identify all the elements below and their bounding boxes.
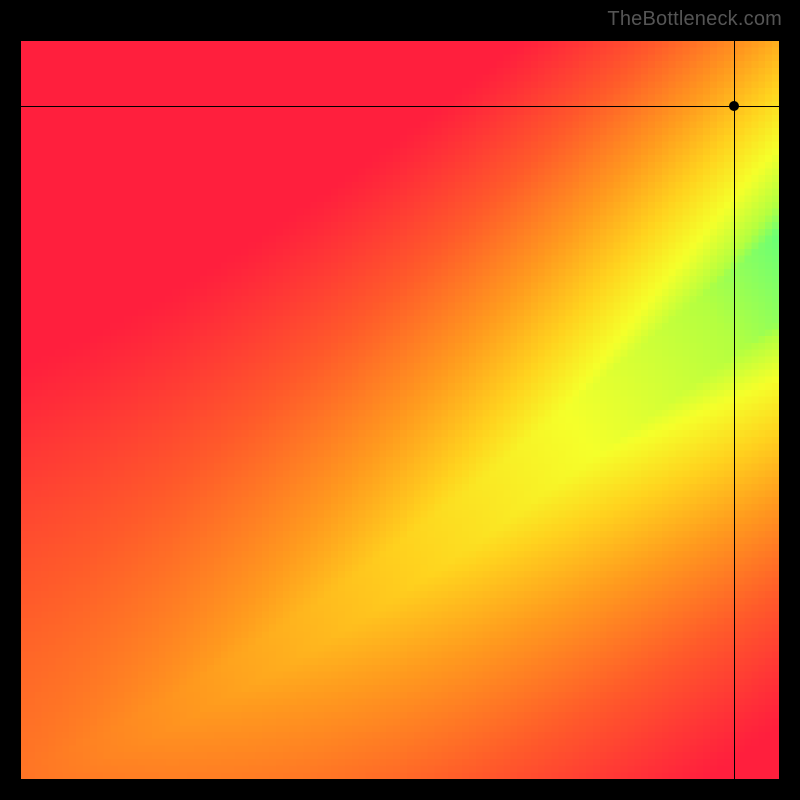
crosshair-vertical	[734, 41, 735, 779]
heatmap-plot	[20, 40, 780, 780]
heatmap-canvas	[21, 41, 779, 779]
crosshair-marker	[729, 101, 739, 111]
crosshair-horizontal	[21, 106, 779, 107]
watermark-text: TheBottleneck.com	[607, 8, 782, 31]
